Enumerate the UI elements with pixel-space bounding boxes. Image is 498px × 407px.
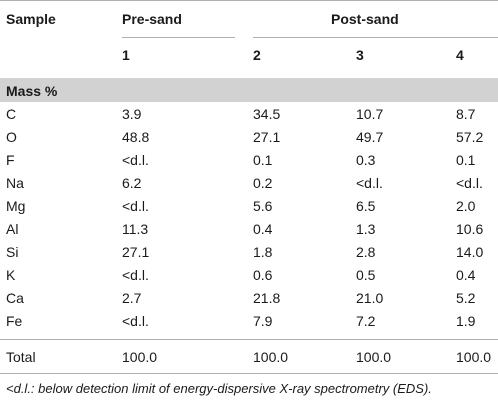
header-col-4: 4 xyxy=(456,47,464,63)
element-cell: O xyxy=(6,129,17,145)
value-cell: 7.9 xyxy=(253,313,273,329)
value-cell: 2.7 xyxy=(122,290,142,306)
value-cell: 57.2 xyxy=(456,129,484,145)
element-cell: C xyxy=(6,106,17,122)
pre-sand-underline xyxy=(122,37,235,38)
table-row: Si 27.1 1.8 2.8 14.0 xyxy=(0,242,498,264)
element-cell: Si xyxy=(6,244,19,260)
table-row: O 48.8 27.1 49.7 57.2 xyxy=(0,127,498,149)
value-cell: <d.l. xyxy=(356,175,383,191)
value-cell: 21.0 xyxy=(356,290,384,306)
value-cell: 11.3 xyxy=(122,221,149,237)
value-cell: 6.5 xyxy=(356,198,376,214)
total-value: 100.0 xyxy=(456,349,492,365)
top-rule xyxy=(0,0,498,1)
bottom-rule xyxy=(0,373,498,374)
value-cell: 27.1 xyxy=(122,244,150,260)
header-pre-sand: Pre-sand xyxy=(122,11,182,27)
header-post-sand: Post-sand xyxy=(331,11,399,27)
table-row: K <d.l. 0.6 0.5 0.4 xyxy=(0,265,498,287)
header-sample: Sample xyxy=(6,11,56,27)
section-label-mass: Mass % xyxy=(6,83,58,99)
section-band xyxy=(0,78,498,102)
value-cell: 27.1 xyxy=(253,129,281,145)
value-cell: 0.5 xyxy=(356,267,376,283)
total-value: 100.0 xyxy=(122,349,158,365)
element-cell: Ca xyxy=(6,290,24,306)
value-cell: 0.1 xyxy=(253,152,273,168)
header-col-1: 1 xyxy=(122,47,130,63)
value-cell: 1.3 xyxy=(356,221,376,237)
value-cell: 2.8 xyxy=(356,244,376,260)
value-cell: 5.2 xyxy=(456,290,476,306)
value-cell: <d.l. xyxy=(122,313,149,329)
value-cell: <d.l. xyxy=(122,198,149,214)
post-sand-underline xyxy=(253,37,498,38)
table-row: C 3.9 34.5 10.7 8.7 xyxy=(0,104,498,126)
element-cell: Mg xyxy=(6,198,26,214)
total-row: Total 100.0 100.0 100.0 100.0 xyxy=(0,347,498,369)
value-cell: 0.1 xyxy=(456,152,476,168)
table-row: Ca 2.7 21.8 21.0 5.2 xyxy=(0,288,498,310)
value-cell: 21.8 xyxy=(253,290,281,306)
table-row: F <d.l. 0.1 0.3 0.1 xyxy=(0,150,498,172)
table-row: Fe <d.l. 7.9 7.2 1.9 xyxy=(0,311,498,333)
value-cell: 34.5 xyxy=(253,106,281,122)
table-row: Na 6.2 0.2 <d.l. <d.l. xyxy=(0,173,498,195)
value-cell: 6.2 xyxy=(122,175,142,191)
value-cell: 2.0 xyxy=(456,198,476,214)
value-cell: 0.4 xyxy=(253,221,273,237)
value-cell: <d.l. xyxy=(122,152,149,168)
value-cell: <d.l. xyxy=(456,175,483,191)
value-cell: 8.7 xyxy=(456,106,476,122)
value-cell: 10.7 xyxy=(356,106,384,122)
value-cell: 10.6 xyxy=(456,221,484,237)
value-cell: 1.9 xyxy=(456,313,476,329)
element-cell: Al xyxy=(6,221,19,237)
value-cell: 0.2 xyxy=(253,175,273,191)
element-cell: K xyxy=(6,267,16,283)
value-cell: 0.4 xyxy=(456,267,476,283)
value-cell: 1.8 xyxy=(253,244,273,260)
value-cell: 48.8 xyxy=(122,129,150,145)
table-row: Mg <d.l. 5.6 6.5 2.0 xyxy=(0,196,498,218)
total-value: 100.0 xyxy=(253,349,289,365)
value-cell: 0.6 xyxy=(253,267,273,283)
value-cell: 5.6 xyxy=(253,198,273,214)
table-footnote: <d.l.: below detection limit of energy-d… xyxy=(6,381,432,396)
value-cell: 49.7 xyxy=(356,129,384,145)
element-cell: Na xyxy=(6,175,24,191)
header-col-2: 2 xyxy=(253,47,261,63)
total-label: Total xyxy=(6,349,36,365)
total-value: 100.0 xyxy=(356,349,392,365)
total-separator-rule xyxy=(0,339,498,340)
value-cell: 14.0 xyxy=(456,244,484,260)
value-cell: 3.9 xyxy=(122,106,142,122)
value-cell: 7.2 xyxy=(356,313,376,329)
value-cell: <d.l. xyxy=(122,267,149,283)
element-cell: F xyxy=(6,152,15,168)
element-cell: Fe xyxy=(6,313,23,329)
value-cell: 0.3 xyxy=(356,152,376,168)
table-row: Al 11.3 0.4 1.3 10.6 xyxy=(0,219,498,241)
header-col-3: 3 xyxy=(356,47,364,63)
